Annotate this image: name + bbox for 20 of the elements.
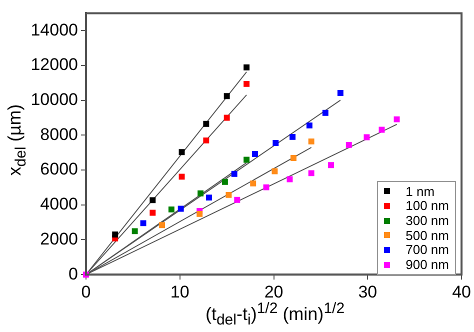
y-tick-label: 14000	[30, 20, 78, 40]
x-tick-label: 10	[170, 282, 190, 302]
y-tick-label: 6000	[40, 160, 78, 179]
x-tick-label: 0	[81, 282, 91, 302]
legend-label: 700 nm	[406, 242, 449, 258]
y-tick-label: 0	[68, 264, 78, 284]
legend-label: 300 nm	[406, 213, 449, 228]
legend-label: 900 nm	[406, 257, 449, 272]
x-tick-label: 40	[452, 282, 472, 302]
y-tick-label: 12000	[30, 55, 78, 74]
legend-label: 100 nm	[406, 198, 449, 214]
y-tick-label: 10000	[30, 90, 78, 110]
x-axis-title: (t$_{del}$-t$_{i}$)$^{1/2}$ (min)$^{1/2}$	[204, 300, 346, 329]
y-tick-label: 8000	[40, 124, 78, 144]
legend-label: 1 nm	[406, 184, 435, 199]
x-tick-label: 30	[358, 282, 378, 302]
y-tick-label: 2000	[40, 229, 78, 248]
y-tick-label: 4000	[40, 194, 78, 214]
x-tick-label: 20	[264, 282, 284, 302]
legend-label: 500 nm	[406, 228, 449, 243]
